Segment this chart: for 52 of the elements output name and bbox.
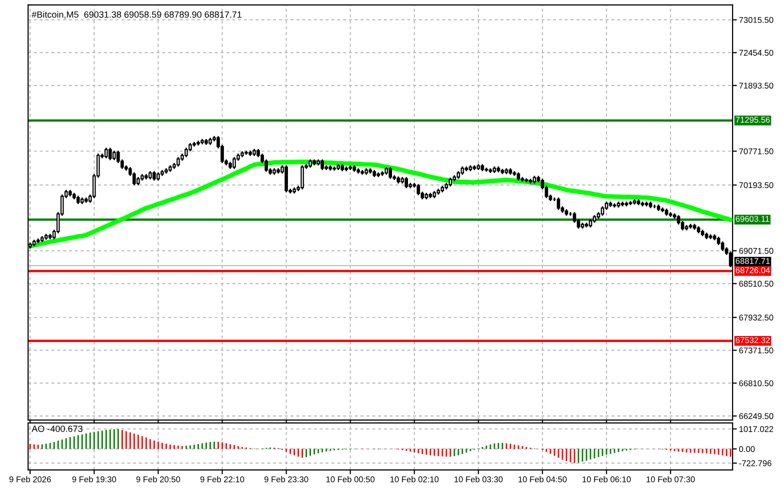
y-tick-label: 1017.022 [739, 426, 774, 432]
y-tick-label: 70193.50 [739, 182, 774, 188]
x-tick-label: 10 Feb 04:50 [518, 476, 567, 482]
x-tick-label: 10 Feb 03:30 [454, 476, 503, 482]
y-tick-label: 67932.50 [739, 314, 774, 321]
y-tick-label: 0.00 [739, 446, 755, 452]
x-tick-label: 9 Feb 2026 [9, 476, 51, 482]
candlestick [300, 164, 304, 190]
x-tick-label: 9 Feb 23:30 [264, 476, 308, 482]
candlestick [600, 206, 604, 216]
y-tick-label: 66810.50 [739, 380, 774, 386]
text: #Bitcoin,M5 69031.38 69058.59 68789.90 68817.71 [32, 11, 242, 19]
y-tick-label: 69071.50 [739, 248, 774, 254]
ref-line-label: 68817.71 [736, 258, 770, 264]
y-tick-label: 70771.50 [739, 148, 774, 154]
x-tick-label: 10 Feb 06:10 [582, 476, 631, 482]
candlestick [680, 220, 684, 232]
candlestick [404, 176, 408, 189]
candlestick [556, 196, 560, 211]
y-tick-label: -722.796 [739, 460, 772, 466]
x-tick-label: 10 Feb 00:50 [326, 476, 375, 482]
ref-line-label: 69603.11 [736, 216, 770, 222]
candlestick [284, 164, 288, 193]
candlestick [176, 156, 180, 168]
y-tick-label: 72454.50 [739, 50, 774, 56]
candlestick [232, 156, 236, 170]
x-tick-label: 9 Feb 22:10 [200, 476, 244, 482]
x-tick-label: 9 Feb 19:30 [72, 476, 116, 482]
y-tick-label: 68510.50 [739, 280, 774, 287]
y-tick-label: 71893.50 [739, 82, 774, 89]
candlestick [388, 166, 392, 180]
y-tick-label: 73015.50 [739, 16, 774, 23]
line-series [28, 160, 733, 248]
candlestick [720, 240, 724, 252]
candlestick [676, 214, 680, 226]
y-tick-label: 67371.50 [739, 347, 774, 354]
x-tick-label: 10 Feb 02:10 [390, 476, 439, 482]
candlestick [152, 170, 156, 182]
candlestick [108, 147, 112, 161]
chart-title: AO -400.673 [32, 426, 82, 432]
candlestick [184, 147, 188, 158]
y-tick-label: 66249.50 [739, 413, 774, 420]
ref-line-label: 68726.04 [736, 267, 770, 274]
candlestick [416, 183, 420, 196]
candlestick [112, 150, 116, 161]
ref-line-label: 67532.32 [736, 337, 770, 344]
candlestick [104, 147, 108, 159]
candlestick [320, 158, 324, 171]
candlestick [572, 211, 576, 224]
x-tick-label: 9 Feb 20:50 [136, 476, 180, 482]
ref-line-label: 71295.56 [736, 116, 770, 123]
x-tick-label: 10 Feb 07:30 [646, 476, 695, 482]
